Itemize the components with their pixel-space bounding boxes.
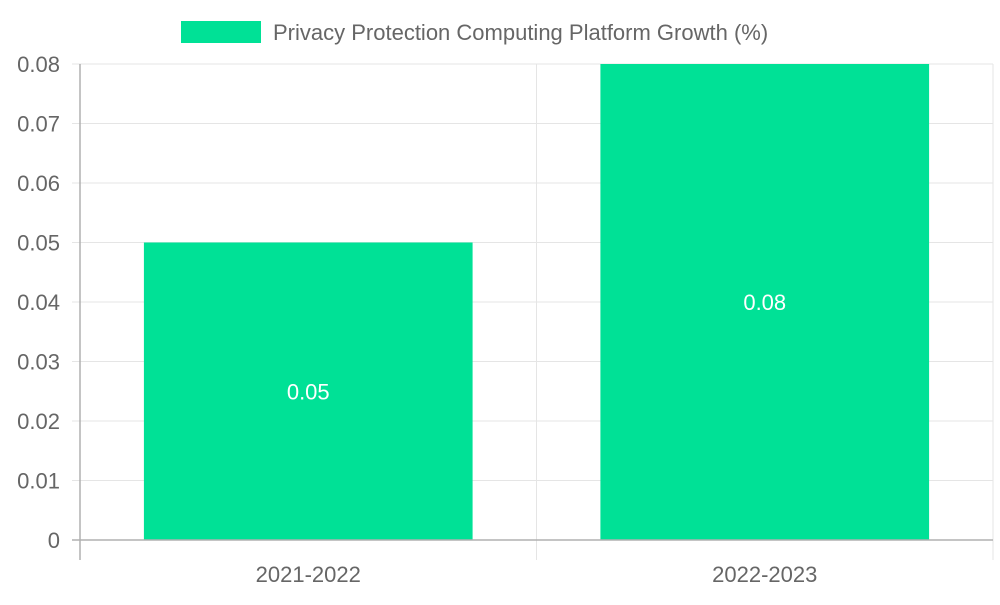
y-tick-label: 0.05 bbox=[17, 231, 60, 256]
y-tick-label: 0.06 bbox=[17, 171, 60, 196]
y-tick-label: 0.03 bbox=[17, 350, 60, 375]
legend[interactable]: Privacy Protection Computing Platform Gr… bbox=[181, 20, 768, 45]
labels-layer: 0 0.01 0.02 0.03 0.04 0.05 0.06 0.07 0.08 0.05 202… bbox=[17, 52, 817, 587]
y-tick-label: 0.02 bbox=[17, 409, 60, 434]
y-tick-label: 0.04 bbox=[17, 290, 60, 315]
legend-swatch bbox=[181, 21, 261, 43]
axes-layer bbox=[72, 63, 994, 560]
bar[interactable] bbox=[600, 64, 930, 540]
bar-value-label: 0.05 bbox=[287, 379, 330, 404]
bars-layer bbox=[143, 64, 930, 541]
y-tick-label: 0.08 bbox=[17, 52, 60, 77]
y-tick-label: 0.07 bbox=[17, 112, 60, 137]
bar-value-label: 0.08 bbox=[743, 290, 786, 315]
y-tick-label: 0.01 bbox=[17, 469, 60, 494]
x-tick-label: 2022-2023 bbox=[712, 562, 817, 587]
bar[interactable] bbox=[143, 242, 473, 541]
y-tick-label: 0 bbox=[48, 528, 60, 553]
x-tick-label: 2021-2022 bbox=[256, 562, 361, 587]
legend-label: Privacy Protection Computing Platform Gr… bbox=[273, 20, 768, 45]
